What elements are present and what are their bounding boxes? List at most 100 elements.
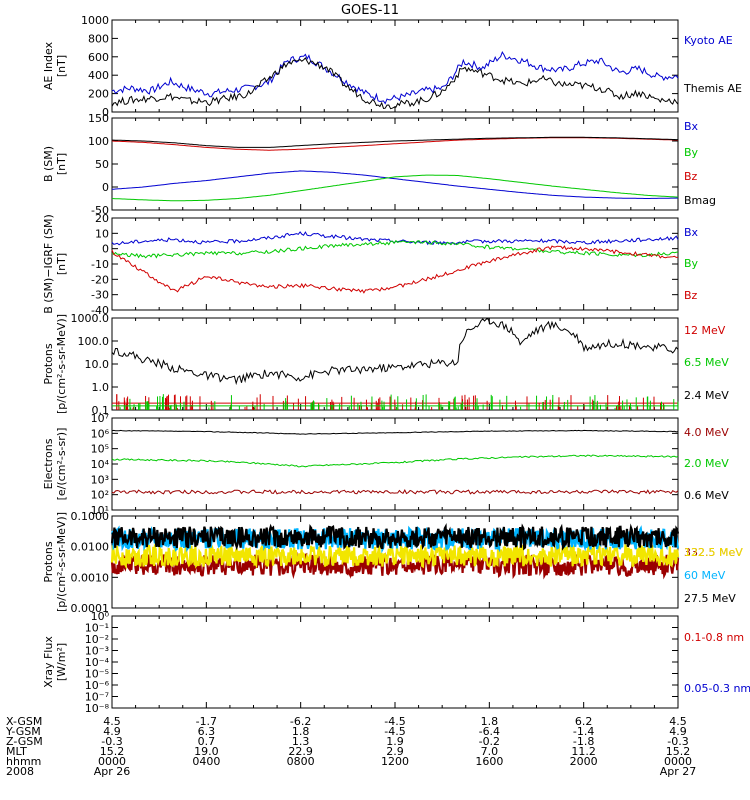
y-axis-label: B (SM)−IGRF (SM)[nT] (42, 214, 68, 314)
legend-label: Bx (684, 226, 699, 239)
y-tick-label: 600 (88, 51, 109, 64)
ephemeris-value: 4.5 (103, 715, 121, 728)
y-tick-label: 0 (102, 181, 109, 194)
panel-frame (111, 615, 679, 709)
y-tick-label: -20 (91, 273, 109, 286)
y-tick-label: 10 (95, 227, 109, 240)
legend-label: 2.0 MeV (684, 457, 729, 470)
y-tick-label: 100.0 (78, 335, 110, 348)
y-tick-label: 1.0 (92, 381, 110, 394)
series-0-6-mev (111, 429, 679, 435)
y-tick-label: 1000 (81, 14, 109, 27)
ephemeris-value: 15.2 (100, 745, 125, 758)
ephemeris-table: X-GSMY-GSMZ-GSMMLThhmm20084.54.9-0.315.2… (5, 715, 696, 778)
y-tick-label: 200 (88, 88, 109, 101)
ephemeris-value: 0000 (98, 755, 126, 768)
series-bz (111, 245, 679, 294)
series-27-5-mev (110, 523, 680, 551)
panel-ae: 0 200 400 600 800 1000 AE Index[nT] Kyoto AE The… (42, 14, 742, 119)
legend-label: Bx (684, 120, 699, 133)
y-axis-label-line: [nT] (55, 253, 68, 275)
ephemeris-value: 1.8 (481, 715, 499, 728)
y-tick-label: 20 (95, 212, 109, 225)
y-axis-label: Protons[p/(cm²-s-sr-MeV)] (42, 314, 68, 414)
ephemeris-value: 1600 (475, 755, 503, 768)
ephemeris-value: 0400 (192, 755, 220, 768)
legend-label: Bmag (684, 194, 716, 207)
y-tick-label: -30 (91, 289, 109, 302)
panel-frame (111, 317, 679, 411)
y-axis-label: Protons[p/(cm²-s-sr-MeV)] (42, 512, 68, 612)
y-tick-label: 10⁰ (91, 610, 110, 623)
y-tick-label: 10⁵ (91, 443, 109, 456)
y-tick-label: 1000.0 (71, 312, 110, 325)
y-tick-label: 10⁻² (85, 633, 109, 646)
ephemeris-row-label: Y-GSM (5, 725, 41, 738)
y-axis-label-line: [e/(cm²-s-sr)] (55, 428, 68, 501)
legend-label: By (684, 146, 699, 159)
y-tick-label: 50 (95, 158, 109, 171)
ephemeris-value: -1.7 (196, 715, 217, 728)
legend-label: 4.0 MeV (684, 426, 729, 439)
y-tick-label: 0 (102, 106, 109, 119)
y-tick-label: 150 (88, 112, 109, 125)
ephemeris-row-label: X-GSM (6, 715, 42, 728)
legend-label: Themis AE (683, 82, 742, 95)
y-axis-label-line: Protons (42, 541, 55, 582)
ephemeris-value: 0000 (664, 755, 692, 768)
y-tick-label: -50 (91, 204, 109, 217)
y-tick-label: 0.0001 (71, 602, 110, 615)
legend-label: Bz (684, 289, 698, 302)
y-tick-label: -10 (91, 258, 109, 271)
y-tick-label: 10² (91, 489, 109, 502)
ephemeris-value: 1.8 (292, 725, 310, 738)
y-tick-label: 10⁷ (91, 412, 109, 425)
legend-label: 0.05-0.3 nm (684, 682, 750, 695)
y-tick-label: 100 (88, 135, 109, 148)
ephemeris-value: 22.9 (288, 745, 313, 758)
series-kyoto-ae (111, 50, 679, 105)
series-2-0-mev (111, 454, 679, 468)
series-by (111, 174, 679, 202)
y-tick-label: 10⁻⁷ (85, 691, 109, 704)
y-tick-label: 10⁻⁵ (85, 668, 109, 681)
ephemeris-value: -4.5 (384, 715, 405, 728)
y-axis-label: AE Index[nT] (42, 41, 68, 90)
ephemeris-value: 15.2 (666, 745, 691, 758)
series-122-5-mev (110, 541, 680, 570)
ephemeris-value: 1.3 (292, 735, 310, 748)
legend-label: 2.4 MeV (684, 389, 729, 402)
ephemeris-value: 4.9 (103, 725, 121, 738)
ephemeris-value: 6.2 (575, 715, 593, 728)
y-axis-label-line: [nT] (55, 153, 68, 175)
series-by (111, 239, 679, 259)
y-tick-label: 400 (88, 69, 109, 82)
ephemeris-value: 4.9 (669, 725, 687, 738)
y-axis-label-line: [p/(cm²-s-sr-MeV)] (55, 314, 68, 414)
ephemeris-value: 1200 (381, 755, 409, 768)
legend-label: 0.1-0.8 nm (684, 631, 744, 644)
y-axis-label: Electrons[e/(cm²-s-sr)] (42, 428, 68, 501)
y-axis-label-line: [W/m²] (55, 643, 68, 681)
panel-protons_high: 0.00010.00100.01000.1000Protons[p/(cm²-s… (42, 510, 743, 615)
y-axis-label-line: AE Index (42, 41, 55, 90)
legend-label: 6.5 MeV (684, 356, 729, 369)
y-axis-label-line: Xray Flux (42, 636, 55, 688)
legend-label: 0.6 MeV (684, 489, 729, 502)
y-tick-label: 0 (102, 243, 109, 256)
panel-protons_low: 0.11.010.0100.01000.0Protons[p/(cm²-s-sr… (42, 312, 729, 417)
series-bz (111, 137, 679, 151)
ephemeris-value: -1.4 (573, 725, 594, 738)
ephemeris-value: 19.0 (194, 745, 219, 758)
ephemeris-value: -6.4 (479, 725, 500, 738)
ephemeris-value: 7.0 (481, 745, 499, 758)
y-tick-label: 0.0010 (71, 571, 110, 584)
ephemeris-value: -0.2 (479, 735, 500, 748)
series-themis-ae (111, 57, 679, 110)
y-axis-label-line: [p/(cm²-s-sr-MeV)] (55, 512, 68, 612)
y-tick-label: 10³ (91, 473, 109, 486)
ephemeris-value: -1.8 (573, 735, 594, 748)
y-tick-label: 10¹ (91, 504, 109, 517)
ephemeris-value: -0.3 (101, 735, 122, 748)
